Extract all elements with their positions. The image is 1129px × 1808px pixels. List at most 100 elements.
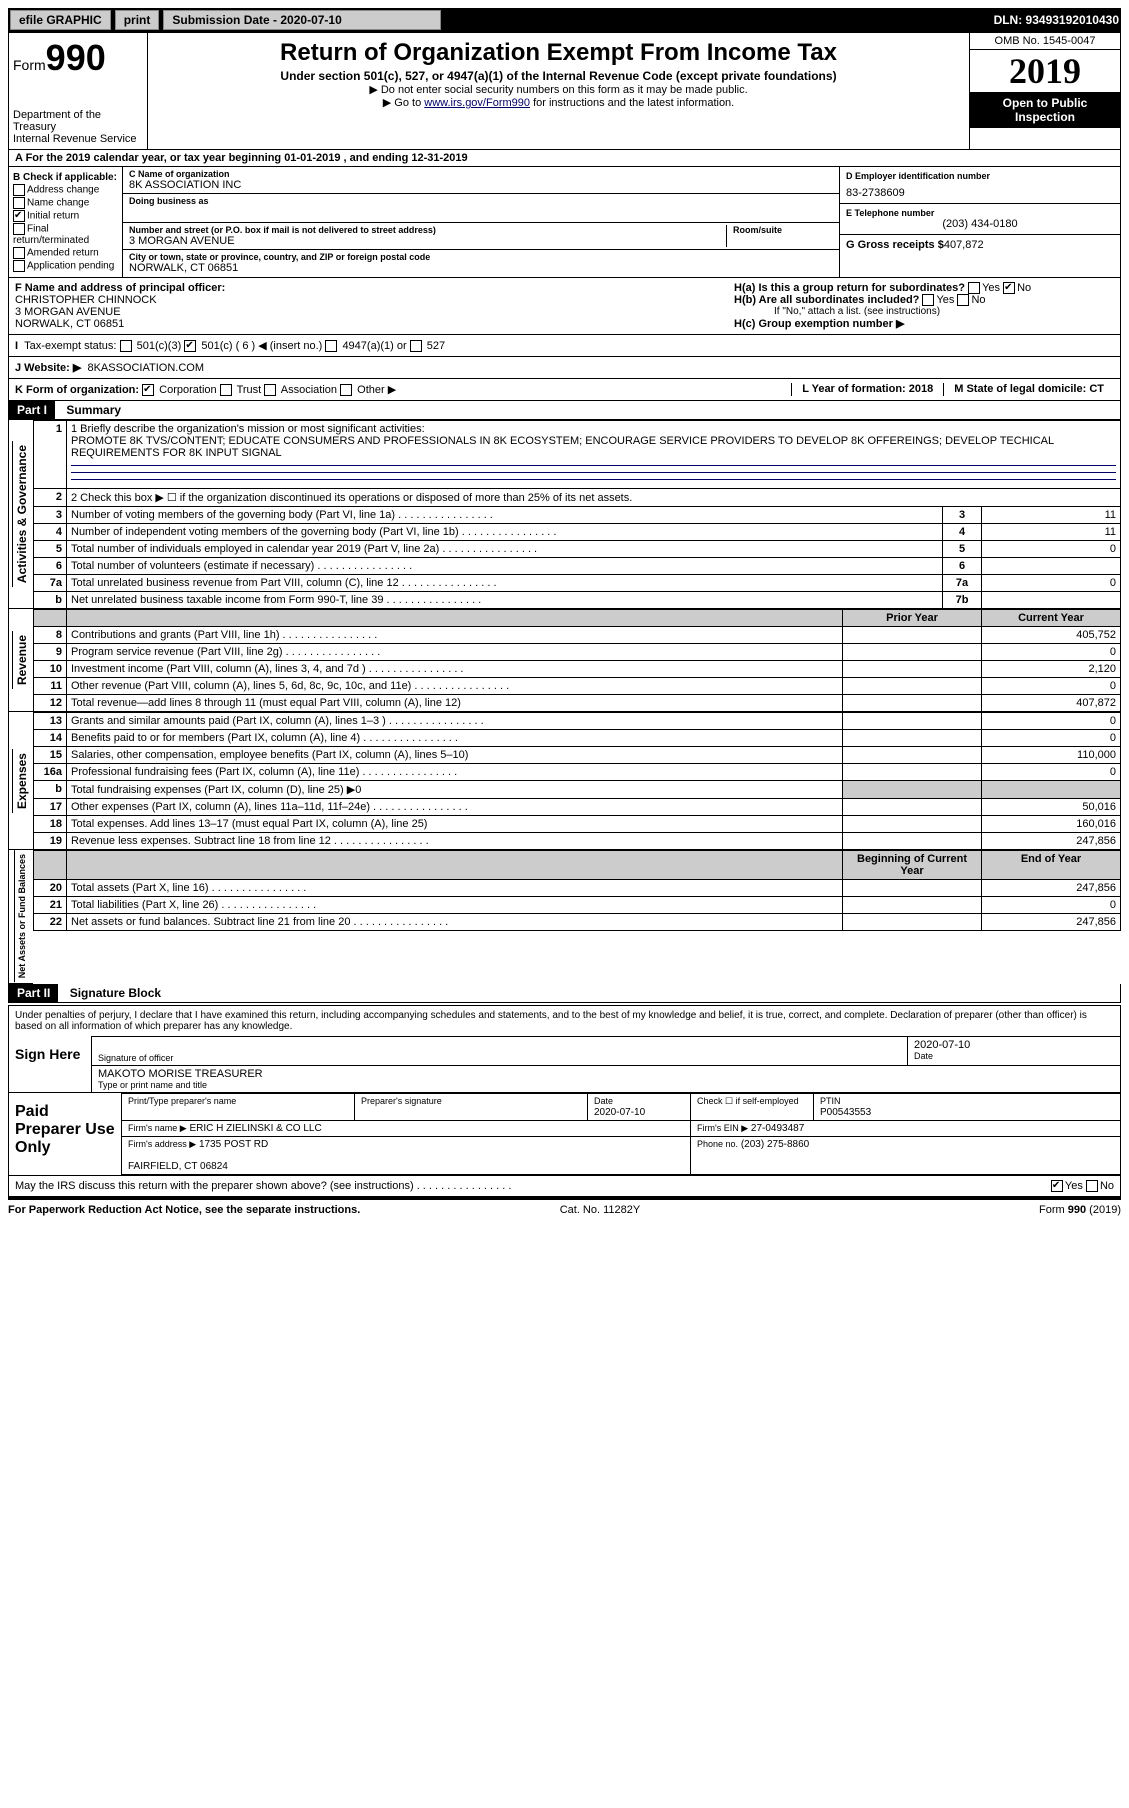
dba-cell: Doing business as [123, 194, 839, 223]
hb-row: H(b) Are all subordinates included? Yes … [734, 294, 1114, 306]
print-button[interactable]: print [115, 10, 160, 30]
row-a-period: A For the 2019 calendar year, or tax yea… [8, 150, 1121, 167]
signature-block: Under penalties of perjury, I declare th… [8, 1005, 1121, 1197]
phone-cell: E Telephone number (203) 434-0180 [840, 203, 1120, 234]
table-row: 10Investment income (Part VIII, column (… [34, 661, 1121, 678]
part1-exp-section: Expenses 13Grants and similar amounts pa… [8, 712, 1121, 850]
l-year: L Year of formation: 2018 [791, 383, 943, 396]
chk-amended[interactable]: Amended return [13, 247, 118, 259]
part1-rev-section: Revenue Prior YearCurrent Year 8Contribu… [8, 609, 1121, 712]
open-public-label: Open to Public Inspection [970, 92, 1120, 128]
chk-name[interactable]: Name change [13, 197, 118, 209]
section-fh: F Name and address of principal officer:… [8, 278, 1121, 335]
chk-501c3[interactable] [120, 340, 132, 352]
hb-no[interactable] [957, 294, 969, 306]
discuss-no[interactable] [1086, 1180, 1098, 1192]
paid-preparer-label: Paid Preparer Use Only [9, 1093, 121, 1175]
chk-corp[interactable] [142, 384, 154, 396]
chk-initial[interactable]: Initial return [13, 210, 118, 222]
chk-501c[interactable] [184, 340, 196, 352]
ein-cell: D Employer identification number 83-2738… [840, 167, 1120, 203]
note-goto: ▶ Go to www.irs.gov/Form990 for instruct… [152, 96, 965, 109]
gov-table: 1 1 Briefly describe the organization's … [33, 420, 1121, 609]
header-right: OMB No. 1545-0047 2019 Open to Public In… [969, 33, 1120, 149]
col-h-group: H(a) Is this a group return for subordin… [728, 278, 1120, 334]
col-c-org: C Name of organization 8K ASSOCIATION IN… [123, 167, 839, 277]
ha-yes[interactable] [968, 282, 980, 294]
ha-no[interactable] [1003, 282, 1015, 294]
part1-gov-section: Activities & Governance 1 1 Briefly desc… [8, 420, 1121, 609]
chk-527[interactable] [410, 340, 422, 352]
chk-address[interactable]: Address change [13, 184, 118, 196]
submission-date-label: Submission Date - 2020-07-10 [163, 10, 441, 30]
table-row: 3Number of voting members of the governi… [34, 507, 1121, 524]
header-mid: Return of Organization Exempt From Incom… [148, 33, 969, 149]
form-title: Return of Organization Exempt From Incom… [152, 39, 965, 67]
table-row: 12Total revenue—add lines 8 through 11 (… [34, 695, 1121, 712]
header-row: Form990 Department of the Treasury Inter… [8, 32, 1121, 150]
col-b-header: B Check if applicable: [13, 172, 118, 183]
hb-yes[interactable] [922, 294, 934, 306]
discuss-row: May the IRS discuss this return with the… [9, 1175, 1120, 1196]
addr-cell: Number and street (or P.O. box if mail i… [123, 223, 839, 250]
table-row: 4Number of independent voting members of… [34, 524, 1121, 541]
tax-year: 2019 [970, 50, 1120, 92]
net-table: Beginning of Current YearEnd of Year 20T… [33, 850, 1121, 931]
table-row: bTotal fundraising expenses (Part IX, co… [34, 781, 1121, 799]
vlabel-exp: Expenses [12, 749, 31, 813]
gross-cell: G Gross receipts $407,872 [840, 234, 1120, 255]
table-row: 21Total liabilities (Part X, line 26)0 [34, 897, 1121, 914]
form-label: Form990 [13, 37, 143, 79]
section-bc: B Check if applicable: Address change Na… [8, 167, 1121, 278]
exp-table: 13Grants and similar amounts paid (Part … [33, 712, 1121, 850]
preparer-table: Print/Type preparer's name Preparer's si… [121, 1093, 1120, 1175]
table-row: 9Program service revenue (Part VIII, lin… [34, 644, 1121, 661]
org-name-cell: C Name of organization 8K ASSOCIATION IN… [123, 167, 839, 194]
part1-header: Part I Summary [8, 401, 1121, 420]
efile-button[interactable]: efile GRAPHIC [10, 10, 111, 30]
col-b-checkboxes: B Check if applicable: Address change Na… [9, 167, 123, 277]
table-row: 7aTotal unrelated business revenue from … [34, 575, 1121, 592]
dln-label: DLN: 93493192010430 [994, 13, 1119, 27]
footer: For Paperwork Reduction Act Notice, see … [8, 1200, 1121, 1220]
chk-trust[interactable] [220, 384, 232, 396]
dept-label: Department of the Treasury Internal Reve… [13, 109, 143, 145]
table-row: 13Grants and similar amounts paid (Part … [34, 713, 1121, 730]
omb-number: OMB No. 1545-0047 [970, 33, 1120, 50]
table-row: 5Total number of individuals employed in… [34, 541, 1121, 558]
pra-notice: For Paperwork Reduction Act Notice, see … [8, 1204, 360, 1216]
hc-row: H(c) Group exemption number ▶ [734, 317, 1114, 330]
city-cell: City or town, state or province, country… [123, 250, 839, 276]
ha-row: H(a) Is this a group return for subordin… [734, 282, 1114, 294]
cat-number: Cat. No. 11282Y [560, 1204, 641, 1216]
header-left: Form990 Department of the Treasury Inter… [9, 33, 148, 149]
m-state: M State of legal domicile: CT [943, 383, 1114, 396]
vlabel-net: Net Assets or Fund Balances [14, 850, 29, 982]
chk-pending[interactable]: Application pending [13, 260, 118, 272]
table-row: bNet unrelated business taxable income f… [34, 592, 1121, 609]
website-row: J Website: ▶ 8KASSOCIATION.COM [8, 357, 1121, 379]
k-row: K Form of organization: Corporation Trus… [8, 379, 1121, 401]
table-row: 17Other expenses (Part IX, column (A), l… [34, 799, 1121, 816]
top-bar: efile GRAPHIC print Submission Date - 20… [8, 8, 1121, 32]
note-ssn: ▶ Do not enter social security numbers o… [152, 83, 965, 96]
col-de: D Employer identification number 83-2738… [839, 167, 1120, 277]
rev-table: Prior YearCurrent Year 8Contributions an… [33, 609, 1121, 712]
table-row: 6Total number of volunteers (estimate if… [34, 558, 1121, 575]
irs-link[interactable]: www.irs.gov/Form990 [424, 97, 530, 109]
chk-other[interactable] [340, 384, 352, 396]
discuss-yes[interactable] [1051, 1180, 1063, 1192]
penalties-text: Under penalties of perjury, I declare th… [9, 1006, 1120, 1036]
table-row: 22Net assets or fund balances. Subtract … [34, 914, 1121, 931]
vlabel-rev: Revenue [12, 631, 31, 689]
table-row: 16aProfessional fundraising fees (Part I… [34, 764, 1121, 781]
table-row: 14Benefits paid to or for members (Part … [34, 730, 1121, 747]
table-row: 18Total expenses. Add lines 13–17 (must … [34, 816, 1121, 833]
chk-4947[interactable] [325, 340, 337, 352]
chk-assoc[interactable] [264, 384, 276, 396]
table-row: 11Other revenue (Part VIII, column (A), … [34, 678, 1121, 695]
col-f-officer: F Name and address of principal officer:… [9, 278, 728, 334]
table-row: 15Salaries, other compensation, employee… [34, 747, 1121, 764]
chk-final[interactable]: Final return/terminated [13, 223, 118, 246]
preparer-block: Paid Preparer Use Only Print/Type prepar… [9, 1092, 1120, 1175]
